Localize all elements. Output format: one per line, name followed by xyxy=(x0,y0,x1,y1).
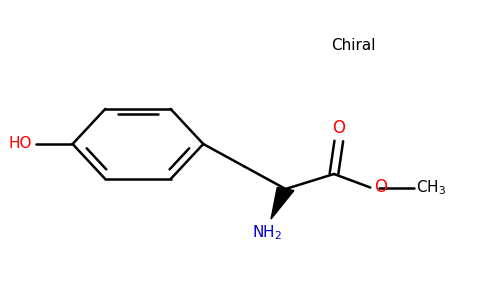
Polygon shape xyxy=(271,188,294,219)
Text: CH$_3$: CH$_3$ xyxy=(416,178,446,197)
Text: O: O xyxy=(333,119,345,137)
Text: HO: HO xyxy=(9,136,32,152)
Text: O: O xyxy=(374,178,387,196)
Text: Chiral: Chiral xyxy=(331,38,376,52)
Text: NH$_2$: NH$_2$ xyxy=(252,224,282,242)
